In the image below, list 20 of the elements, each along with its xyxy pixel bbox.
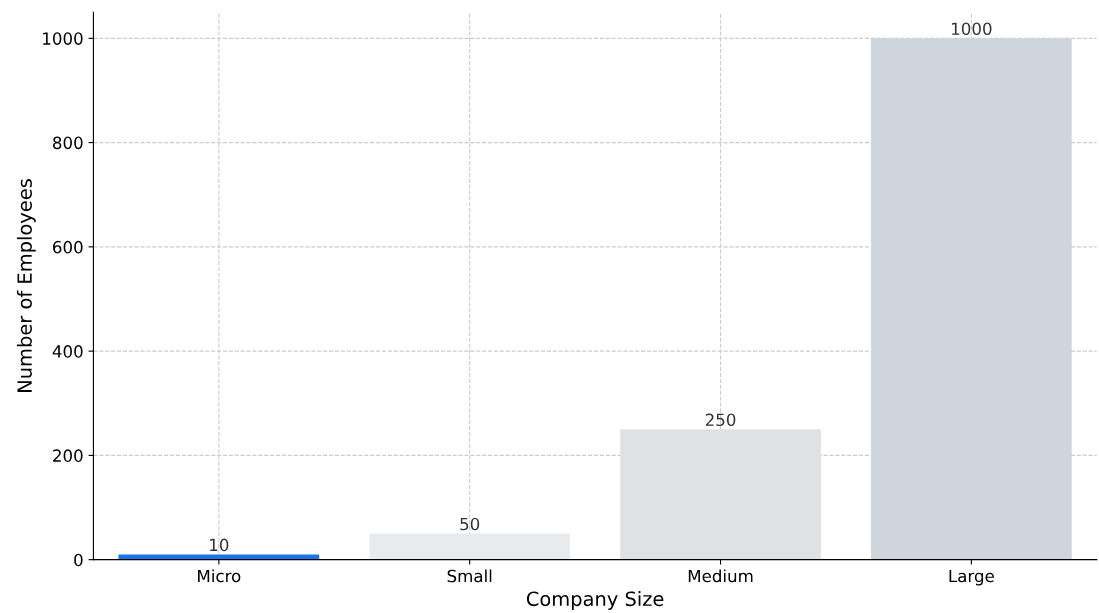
y-tick-label: 1000	[43, 32, 83, 45]
y-tick-label: 600	[53, 240, 83, 254]
data-label: 50	[460, 517, 480, 531]
x-tick-label: Large	[949, 569, 994, 586]
x-tick-label: Small	[447, 569, 492, 583]
y-tick-label: 200	[53, 449, 83, 462]
bar	[369, 533, 571, 560]
data-label: 10	[210, 538, 229, 552]
data-label: 1000	[952, 22, 992, 36]
data-label: 250	[705, 413, 736, 427]
x-tick-label: Micro	[198, 569, 241, 583]
y-tick-label: 400	[52, 345, 83, 358]
y-tick-label: 800	[53, 136, 83, 150]
x-tick-label: Medium	[688, 569, 753, 583]
x-axis-title: Company Size	[526, 591, 664, 610]
y-tick-label: 0	[74, 553, 83, 567]
bar	[871, 38, 1072, 560]
bar	[118, 554, 320, 560]
y-axis-title: Number of Employees	[16, 179, 36, 392]
bar	[620, 429, 821, 560]
